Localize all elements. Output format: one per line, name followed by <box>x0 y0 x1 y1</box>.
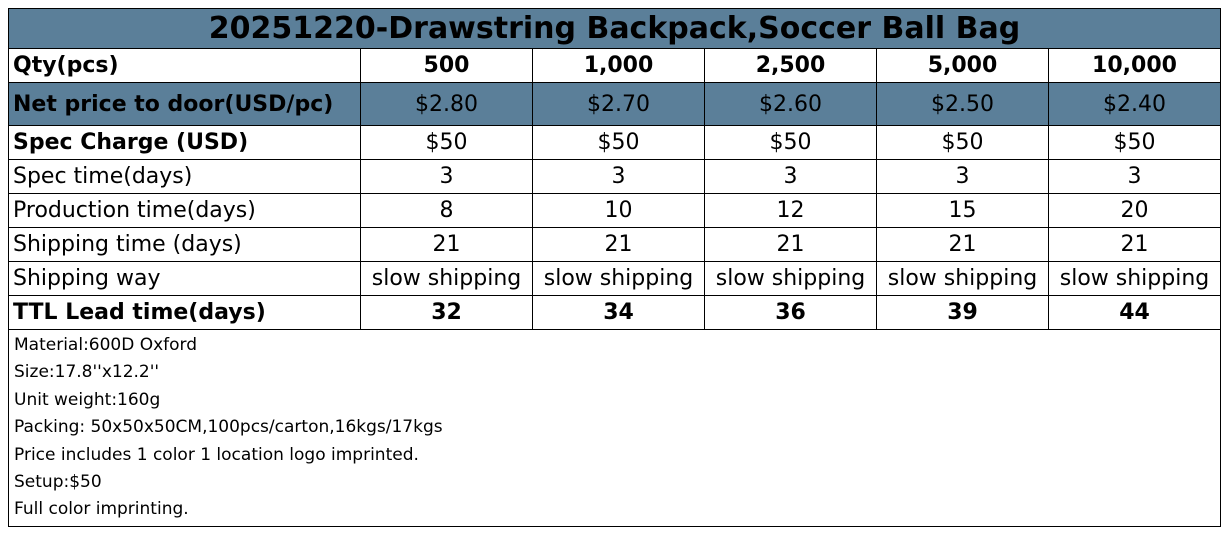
shipping-way-cell: slow shipping <box>1047 261 1222 296</box>
lead-time-cell: 34 <box>532 295 705 330</box>
quote-sheet: 20251220-Drawstring Backpack,Soccer Ball… <box>7 8 1222 527</box>
lead-time-cell: 32 <box>360 295 533 330</box>
production-time-row: Production time(days) 8 10 12 15 20 <box>8 193 1222 228</box>
note-packing: Packing: 50x50x50CM,100pcs/carton,16kgs/… <box>14 417 443 438</box>
price-cell: $2.40 <box>1047 82 1222 126</box>
row-label: Shipping way <box>8 261 361 296</box>
note-size: Size:17.8''x12.2'' <box>14 362 160 383</box>
qty-cell: 10,000 <box>1047 48 1222 83</box>
spec-charge-cell: $50 <box>532 125 705 160</box>
spec-time-cell: 3 <box>1047 159 1222 194</box>
sheet-title: 20251220-Drawstring Backpack,Soccer Ball… <box>7 8 1222 49</box>
qty-cell: 5,000 <box>876 48 1049 83</box>
spec-charge-cell: $50 <box>876 125 1049 160</box>
spec-charge-cell: $50 <box>360 125 533 160</box>
note-full-color: Full color imprinting. <box>14 499 189 520</box>
row-label: Shipping time (days) <box>8 227 361 262</box>
shipping-way-cell: slow shipping <box>532 261 705 296</box>
row-label: Spec Charge (USD) <box>8 125 361 160</box>
qty-row: Qty(pcs) 500 1,000 2,500 5,000 10,000 <box>8 48 1222 83</box>
price-cell: $2.60 <box>704 82 877 126</box>
qty-cell: 1,000 <box>532 48 705 83</box>
notes-row: Material:600D Oxford Size:17.8''x12.2'' … <box>7 329 1222 527</box>
quote-table: 20251220-Drawstring Backpack,Soccer Ball… <box>7 8 1222 527</box>
production-time-cell: 10 <box>532 193 705 228</box>
lead-time-cell: 44 <box>1047 295 1222 330</box>
lead-time-cell: 39 <box>876 295 1049 330</box>
shipping-way-row: Shipping way slow shipping slow shipping… <box>8 261 1222 296</box>
title-row: 20251220-Drawstring Backpack,Soccer Ball… <box>7 8 1222 49</box>
notes-cell: Material:600D Oxford Size:17.8''x12.2'' … <box>7 329 1222 527</box>
shipping-time-cell: 21 <box>1047 227 1222 262</box>
spec-charge-row: Spec Charge (USD) $50 $50 $50 $50 $50 <box>8 125 1222 160</box>
price-cell: $2.80 <box>360 82 533 126</box>
row-label: TTL Lead time(days) <box>8 295 361 330</box>
production-time-cell: 20 <box>1047 193 1222 228</box>
net-price-row: Net price to door(USD/pc) $2.80 $2.70 $2… <box>8 82 1222 126</box>
note-material: Material:600D Oxford <box>14 335 198 355</box>
row-label: Production time(days) <box>8 193 361 228</box>
row-label: Net price to door(USD/pc) <box>8 82 361 126</box>
row-label: Qty(pcs) <box>8 48 361 83</box>
shipping-way-cell: slow shipping <box>876 261 1049 296</box>
shipping-time-cell: 21 <box>532 227 705 262</box>
note-unit-weight: Unit weight:160g <box>14 389 161 410</box>
shipping-time-cell: 21 <box>360 227 533 262</box>
spec-time-cell: 3 <box>876 159 1049 194</box>
ttl-lead-time-row: TTL Lead time(days) 32 34 36 39 44 <box>8 295 1222 330</box>
production-time-cell: 8 <box>360 193 533 228</box>
spec-charge-cell: $50 <box>704 125 877 160</box>
spec-time-row: Spec time(days) 3 3 3 3 3 <box>8 159 1222 194</box>
note-price-includes: Price includes 1 color 1 location logo i… <box>14 444 419 465</box>
shipping-time-cell: 21 <box>876 227 1049 262</box>
price-cell: $2.70 <box>532 82 705 126</box>
shipping-time-cell: 21 <box>704 227 877 262</box>
spec-time-cell: 3 <box>360 159 533 194</box>
spec-time-cell: 3 <box>532 159 705 194</box>
qty-cell: 2,500 <box>704 48 877 83</box>
spec-time-cell: 3 <box>704 159 877 194</box>
row-label: Spec time(days) <box>8 159 361 194</box>
shipping-way-cell: slow shipping <box>704 261 877 296</box>
lead-time-cell: 36 <box>704 295 877 330</box>
shipping-way-cell: slow shipping <box>360 261 533 296</box>
shipping-time-row: Shipping time (days) 21 21 21 21 21 <box>8 227 1222 262</box>
note-setup: Setup:$50 <box>14 472 102 493</box>
production-time-cell: 15 <box>876 193 1049 228</box>
price-cell: $2.50 <box>876 82 1049 126</box>
spec-charge-cell: $50 <box>1047 125 1222 160</box>
qty-cell: 500 <box>360 48 533 83</box>
production-time-cell: 12 <box>704 193 877 228</box>
